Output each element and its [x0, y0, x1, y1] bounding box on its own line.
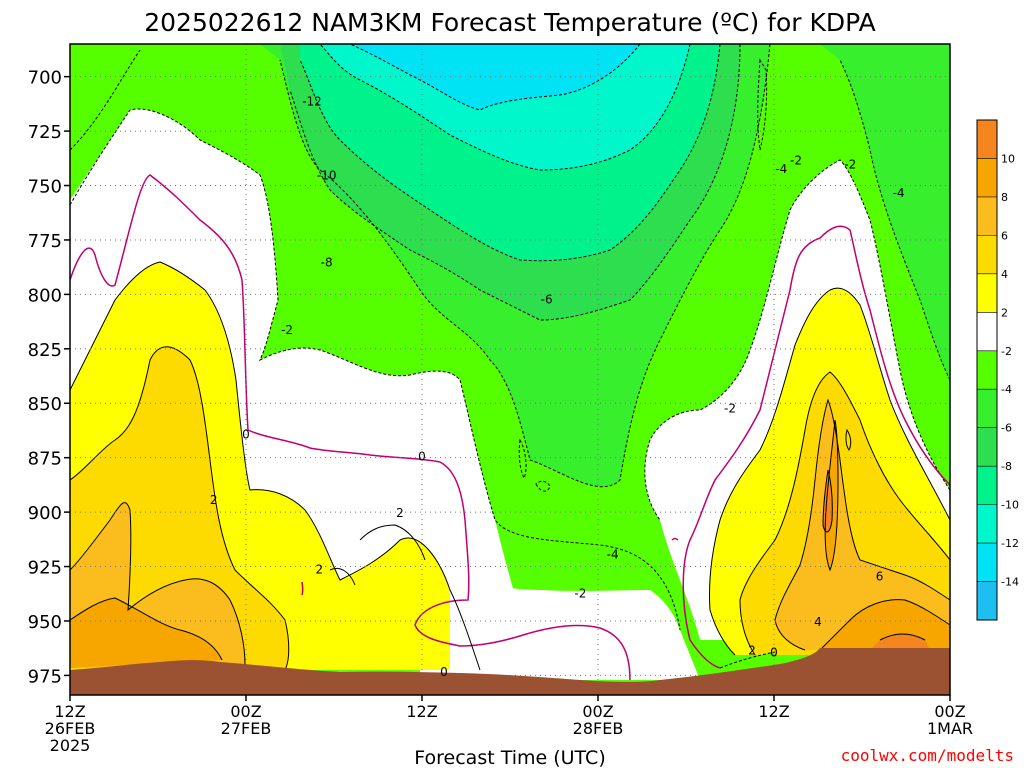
colorbar-bin [977, 312, 997, 351]
contour-label: -8 [321, 256, 333, 270]
x-tick-label: 26FEB [45, 719, 96, 738]
contour-label: -2 [724, 402, 736, 416]
colorbar-label: -10 [1001, 499, 1019, 512]
x-tick-label: 00Z [934, 702, 965, 721]
colorbar-bin [977, 389, 997, 428]
x-tick-label: 1MAR [927, 719, 973, 738]
y-tick-label: 825 [28, 340, 62, 361]
x-tick-label: 12Z [406, 702, 437, 721]
y-tick-label: 875 [28, 449, 62, 470]
colorbar-bin [977, 581, 997, 620]
colorbar-label: -14 [1001, 576, 1019, 589]
contour-label: 2 [316, 563, 324, 577]
contour-label: -2 [574, 587, 586, 601]
y-tick-label: 800 [28, 285, 62, 306]
colorbar-bin [977, 350, 997, 390]
colorbar-label: -2 [1001, 345, 1012, 358]
contour-label: 2 [210, 493, 218, 507]
contour-label: 0 [242, 428, 250, 442]
colorbar-bin [977, 158, 997, 197]
zero-contours [70, 174, 950, 681]
x-tick-label: 00Z [582, 702, 613, 721]
colorbar-bin [977, 273, 997, 313]
contour-label: 2 [748, 643, 756, 657]
x-tick-label: 12Z [758, 702, 789, 721]
colorbar-label: 8 [1001, 191, 1008, 204]
x-tick-label: 00Z [230, 702, 261, 721]
colorbar-bin [977, 504, 997, 544]
positive-contours [70, 261, 950, 671]
chart-title: 2025022612 NAM3KM Forecast Temperature (… [144, 8, 875, 37]
y-tick-label: 700 [28, 68, 62, 89]
contour-label: 4 [814, 615, 822, 629]
y-tick-label: 775 [28, 231, 62, 252]
terrain [70, 648, 950, 695]
y-tick-label: 925 [28, 558, 62, 579]
colorbar-bin [977, 235, 997, 274]
negative-contours [70, 44, 950, 669]
x-tick-label: 27FEB [221, 719, 272, 738]
contour-label: -4 [775, 162, 787, 176]
contour-label: 0 [770, 645, 778, 659]
contour-label: 0 [440, 665, 448, 679]
colorbar-bin [977, 120, 997, 159]
y-tick-label: 975 [28, 666, 62, 687]
x-axis-label: Forecast Time (UTC) [414, 747, 605, 768]
contour-label: -4 [893, 186, 905, 200]
contour-label: 0 [418, 450, 426, 464]
contour-label: 6 [876, 569, 884, 583]
colorbar-bin [977, 466, 997, 505]
colorbar-label: -8 [1001, 460, 1012, 473]
y-axis: 700 725 750 775 800 825 850 875 900 925 950 975 [28, 68, 70, 687]
contour-label: -2 [281, 323, 293, 337]
band-6-to-8-right [775, 400, 950, 650]
colorbar-label: -12 [1001, 537, 1019, 550]
x-tick-label: 12Z [54, 702, 85, 721]
colorbar: 10 8 6 4 2 -2 -4 -6 -8 -10 -12 -14 [976, 119, 1019, 621]
credit-text: coolwx.com/modelts [841, 746, 1014, 765]
colorbar-label: 4 [1001, 268, 1008, 281]
colorbar-label: -4 [1001, 383, 1012, 396]
contour-label: -4 [607, 547, 619, 561]
colorbar-bin [977, 196, 997, 236]
band-8-to-10-left [70, 598, 222, 668]
contour-label: -6 [541, 293, 553, 307]
plot-area [70, 44, 950, 695]
colorbar-label: 2 [1001, 306, 1008, 319]
colorbar-label: -6 [1001, 422, 1012, 435]
contour-label: -10 [317, 169, 337, 183]
colorbar-bin [977, 543, 997, 582]
y-tick-label: 900 [28, 503, 62, 524]
contour-label: -12 [302, 95, 322, 109]
colorbar-label: 6 [1001, 229, 1008, 242]
colorbar-frame [976, 119, 998, 621]
y-tick-label: 725 [28, 122, 62, 143]
band-minus2-to-2-bottom [420, 560, 700, 680]
y-tick-label: 950 [28, 612, 62, 633]
colorbar-bin [977, 427, 997, 467]
contour-label: -2 [790, 153, 802, 167]
contour-label: -2 [844, 158, 856, 172]
y-tick-label: 850 [28, 394, 62, 415]
plot-frame [69, 43, 951, 696]
x-tick-label: 28FEB [573, 719, 624, 738]
x-tick-label: 2025 [50, 736, 91, 755]
y-tick-label: 750 [28, 177, 62, 198]
colorbar-label: 10 [1001, 152, 1015, 165]
contour-label: 2 [396, 506, 404, 520]
